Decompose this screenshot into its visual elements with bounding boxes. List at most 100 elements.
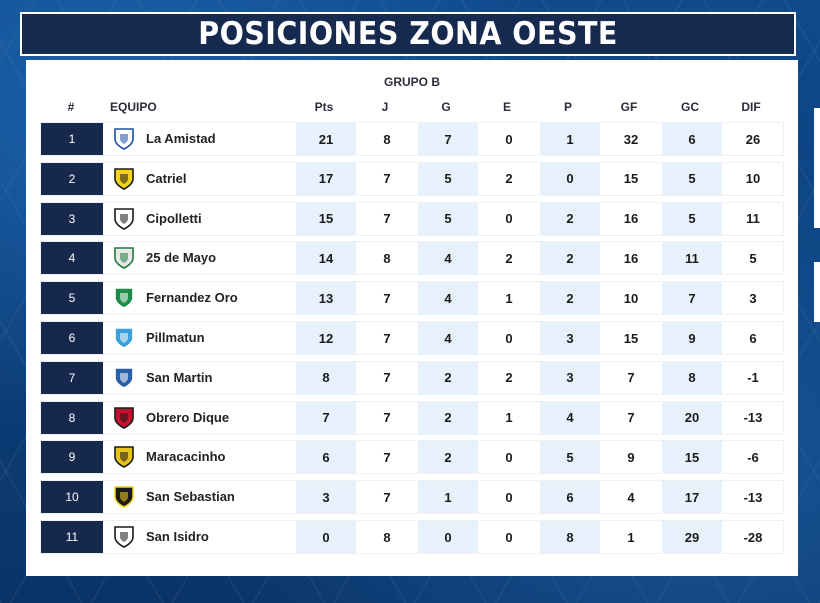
cell-pts: 12 xyxy=(296,322,356,354)
cell-pts: 21 xyxy=(296,123,356,155)
cell-e: 1 xyxy=(505,290,513,306)
catriel-crest-icon xyxy=(114,167,134,190)
cell-gf: 32 xyxy=(623,131,639,147)
cell-gf: 15 xyxy=(623,330,639,346)
san-isidro-crest-icon xyxy=(114,526,134,548)
cell-g: 2 xyxy=(418,361,478,394)
cell-gf: 1 xyxy=(627,529,635,545)
fernandez-oro-crest-icon xyxy=(114,287,134,310)
position-cell: 8 xyxy=(41,401,103,434)
team-name: San Martin xyxy=(146,369,213,385)
cell-j: 7 xyxy=(383,211,391,227)
table-row: 5 Fernandez Oro 13 7 4 1 2 10 7 3 xyxy=(40,281,784,316)
header-g: G xyxy=(441,100,451,114)
header-p: P xyxy=(563,100,572,114)
cell-e: 0 xyxy=(505,131,513,147)
cell-dif: -1 xyxy=(747,370,759,386)
team-name: Maracacinho xyxy=(146,449,226,465)
cell-e: 0 xyxy=(505,211,513,227)
cell-pts: 0 xyxy=(296,521,356,553)
team-name: Catriel xyxy=(146,170,187,186)
team-name: Fernandez Oro xyxy=(146,290,238,306)
header-dif: DIF xyxy=(741,100,761,114)
cell-gc: 7 xyxy=(662,282,722,315)
cell-dif: -28 xyxy=(743,529,763,545)
cell-gf: 10 xyxy=(623,290,639,306)
cell-pts: 8 xyxy=(296,361,356,394)
cell-p: 3 xyxy=(540,361,600,394)
cell-gc: 8 xyxy=(662,361,722,394)
cell-pts: 14 xyxy=(296,242,356,275)
standings-table: GRUPO B # EQUIPO Pts J G E P GF GC DIF 1… xyxy=(26,60,798,576)
san-martin-crest-icon xyxy=(114,366,134,389)
table-header: # EQUIPO Pts J G E P GF GC DIF xyxy=(26,100,798,118)
cell-p: 3 xyxy=(540,322,600,354)
header-gc: GC xyxy=(681,100,699,114)
cell-j: 7 xyxy=(383,330,391,346)
cell-gc: 29 xyxy=(662,521,722,553)
cell-g: 7 xyxy=(418,123,478,155)
cell-gf: 16 xyxy=(623,211,639,227)
cell-p: 2 xyxy=(540,242,600,275)
team-name: San Isidro xyxy=(146,529,209,544)
cell-dif: 10 xyxy=(745,171,761,187)
header-team: EQUIPO xyxy=(110,100,157,114)
obrero-dique-crest-icon xyxy=(114,406,134,429)
cell-e: 2 xyxy=(505,250,513,266)
cell-gc: 6 xyxy=(662,123,722,155)
position-cell: 4 xyxy=(41,242,103,275)
cell-p: 6 xyxy=(540,481,600,514)
team-name: Obrero Dique xyxy=(146,409,230,425)
cell-e: 0 xyxy=(505,449,513,465)
header-pts: Pts xyxy=(314,100,334,114)
cell-gc: 11 xyxy=(662,242,722,275)
cell-dif: 6 xyxy=(749,330,757,346)
cell-pts: 15 xyxy=(296,202,356,235)
table-row: 9 Maracacinho 6 7 2 0 5 9 15 -6 xyxy=(40,440,784,475)
cell-dif: 26 xyxy=(745,131,761,147)
title-banner: POSICIONES ZONA OESTE xyxy=(20,12,796,56)
cell-gc: 17 xyxy=(662,481,722,514)
cell-j: 8 xyxy=(383,131,391,147)
cell-g: 2 xyxy=(418,441,478,474)
cell-g: 0 xyxy=(418,521,478,553)
cell-e: 1 xyxy=(505,410,513,426)
cell-gc: 20 xyxy=(662,401,722,434)
group-label: GRUPO B xyxy=(383,75,440,89)
cell-pts: 17 xyxy=(296,162,356,195)
cell-e: 0 xyxy=(505,529,513,545)
cell-j: 7 xyxy=(383,489,391,505)
position-cell: 3 xyxy=(41,202,103,235)
maracacinho-crest-icon xyxy=(114,446,134,469)
cell-g: 4 xyxy=(418,322,478,354)
cell-j: 7 xyxy=(383,410,391,426)
cell-e: 0 xyxy=(505,489,513,505)
cell-pts: 3 xyxy=(296,481,356,514)
cell-p: 8 xyxy=(540,521,600,553)
cell-p: 4 xyxy=(540,401,600,434)
edge-decoration xyxy=(814,262,820,322)
position-cell: 10 xyxy=(41,481,103,514)
cell-j: 8 xyxy=(383,250,391,266)
cell-gf: 4 xyxy=(627,489,635,505)
cell-p: 0 xyxy=(540,162,600,195)
table-row: 8 Obrero Dique 7 7 2 1 4 7 20 -13 xyxy=(40,400,784,435)
cell-g: 5 xyxy=(418,202,478,235)
cell-p: 5 xyxy=(540,441,600,474)
page-title: POSICIONES ZONA OESTE xyxy=(198,16,618,52)
cell-e: 2 xyxy=(505,370,513,386)
cell-p: 2 xyxy=(540,202,600,235)
cipolletti-crest-icon xyxy=(114,207,134,230)
cell-g: 2 xyxy=(418,401,478,434)
cell-j: 7 xyxy=(383,171,391,187)
la-amistad-crest-icon xyxy=(114,128,134,150)
table-row: 11 San Isidro 0 8 0 0 8 1 29 -28 xyxy=(40,520,784,554)
table-row: 2 Catriel 17 7 5 2 0 15 5 10 xyxy=(40,161,784,196)
cell-gc: 5 xyxy=(662,162,722,195)
position-cell: 2 xyxy=(41,162,103,195)
table-row: 3 Cipolletti 15 7 5 0 2 16 5 11 xyxy=(40,201,784,236)
header-pos: # xyxy=(67,100,75,114)
team-name: Pillmatun xyxy=(146,330,205,345)
cell-j: 7 xyxy=(383,290,391,306)
cell-g: 4 xyxy=(418,282,478,315)
